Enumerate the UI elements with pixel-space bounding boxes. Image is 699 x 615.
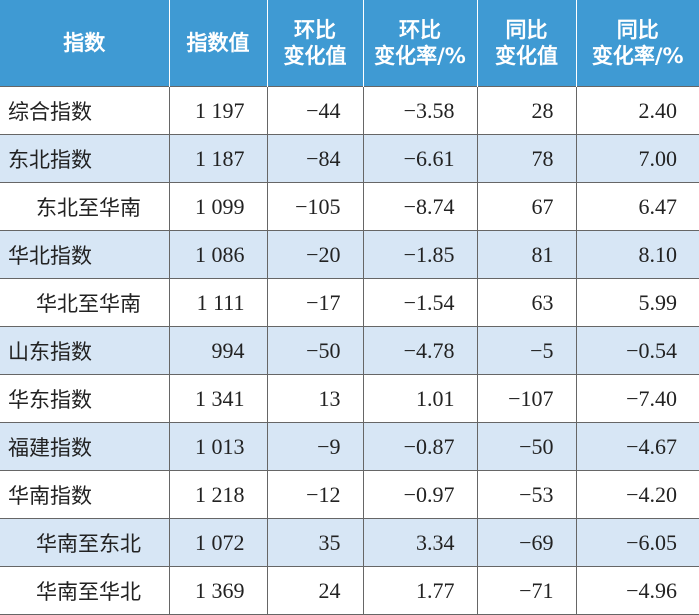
- value-cell: 63: [476, 278, 577, 327]
- value-cell: −107: [476, 374, 577, 423]
- value-cell: −53: [476, 470, 577, 519]
- value-cell: −7.40: [575, 374, 699, 423]
- value-cell: 28: [476, 86, 577, 135]
- value-cell: −4.67: [575, 422, 699, 471]
- header-text: 同比: [505, 18, 548, 42]
- table-row: 综合指数 1 197 −44 −3.58 28 2.40: [0, 86, 699, 135]
- table-body: 综合指数 1 197 −44 −3.58 28 2.40 东北指数 1 187 −84 −6.61…: [0, 86, 699, 615]
- value-cell: −0.87: [362, 422, 478, 471]
- value-cell: −71: [476, 566, 577, 615]
- value-cell: −17: [266, 278, 364, 327]
- value-cell: −4.20: [575, 470, 699, 519]
- value-cell: −84: [266, 134, 364, 183]
- value-cell: 1.77: [362, 566, 478, 615]
- header-text: 指数值: [186, 31, 250, 55]
- value-cell: 1 218: [168, 470, 268, 519]
- table-row: 山东指数 994 −50 −4.78 −5 −0.54: [0, 326, 699, 375]
- header-text: 变化率/%: [591, 44, 684, 68]
- value-cell: −1.85: [362, 230, 478, 279]
- value-cell: −1.54: [362, 278, 478, 327]
- value-cell: 3.34: [362, 518, 478, 567]
- value-cell: −0.97: [362, 470, 478, 519]
- table-row: 华北至华南 1 111 −17 −1.54 63 5.99: [0, 278, 699, 327]
- row-label: 东北至华南: [0, 182, 170, 231]
- value-cell: −20: [266, 230, 364, 279]
- value-cell: −50: [266, 326, 364, 375]
- header-cell: 指数值: [168, 0, 267, 87]
- value-cell: −0.54: [575, 326, 699, 375]
- header-cell: 同比 变化率/%: [575, 0, 699, 87]
- value-cell: −6.05: [575, 518, 699, 567]
- header-text: 变化值: [495, 44, 558, 68]
- value-cell: 1.01: [362, 374, 478, 423]
- value-cell: 1 072: [168, 518, 268, 567]
- header-text: 环比: [399, 18, 441, 42]
- header-cell: 指数: [0, 0, 169, 87]
- header-text: 变化率/%: [374, 44, 466, 68]
- row-label: 综合指数: [0, 86, 170, 135]
- value-cell: 81: [476, 230, 577, 279]
- value-cell: −4.78: [362, 326, 478, 375]
- header-text: 同比: [616, 18, 659, 42]
- value-cell: 1 111: [168, 278, 268, 327]
- table-row: 东北指数 1 187 −84 −6.61 78 7.00: [0, 134, 699, 183]
- value-cell: −44: [266, 86, 364, 135]
- header-cell: 环比 变化率/%: [362, 0, 477, 87]
- table-row: 华东指数 1 341 13 1.01 −107 −7.40: [0, 374, 699, 423]
- value-cell: 78: [476, 134, 577, 183]
- row-label: 华南指数: [0, 470, 170, 519]
- value-cell: 6.47: [575, 182, 699, 231]
- value-cell: −69: [476, 518, 577, 567]
- value-cell: 1 013: [168, 422, 268, 471]
- row-label: 华东指数: [0, 374, 170, 423]
- table-row: 福建指数 1 013 −9 −0.87 −50 −4.67: [0, 422, 699, 471]
- table-row: 华北指数 1 086 −20 −1.85 81 8.10: [0, 230, 699, 279]
- header-text: 指数: [63, 31, 106, 55]
- value-cell: −50: [476, 422, 577, 471]
- table-row: 华南至东北 1 072 35 3.34 −69 −6.05: [0, 518, 699, 567]
- value-cell: 1 099: [168, 182, 268, 231]
- value-cell: 1 197: [168, 86, 268, 135]
- value-cell: −9: [266, 422, 364, 471]
- header-cell: 同比 变化值: [476, 0, 576, 87]
- value-cell: −105: [266, 182, 364, 231]
- value-cell: 5.99: [575, 278, 699, 327]
- value-cell: 1 086: [168, 230, 268, 279]
- value-cell: 67: [476, 182, 577, 231]
- row-label: 华北指数: [0, 230, 170, 279]
- value-cell: 2.40: [575, 86, 699, 135]
- row-label: 华北至华南: [0, 278, 170, 327]
- value-cell: 24: [266, 566, 364, 615]
- header-row: 指数 指数值 环比 变化值 环比 变化率/% 同比 变化值 同比 变化率/%: [0, 0, 699, 87]
- row-label: 华南至华北: [0, 566, 170, 615]
- table-row: 华南指数 1 218 −12 −0.97 −53 −4.20: [0, 470, 699, 519]
- value-cell: 1 369: [168, 566, 268, 615]
- table-row: 东北至华南 1 099 −105 −8.74 67 6.47: [0, 182, 699, 231]
- value-cell: 8.10: [575, 230, 699, 279]
- value-cell: −6.61: [362, 134, 478, 183]
- row-label: 山东指数: [0, 326, 170, 375]
- row-label: 华南至东北: [0, 518, 170, 567]
- value-cell: −12: [266, 470, 364, 519]
- value-cell: 7.00: [575, 134, 699, 183]
- header-text: 环比: [294, 18, 336, 42]
- row-label: 福建指数: [0, 422, 170, 471]
- header-cell: 环比 变化值: [266, 0, 363, 87]
- value-cell: 35: [266, 518, 364, 567]
- table-row: 华南至华北 1 369 24 1.77 −71 −4.96: [0, 566, 699, 615]
- value-cell: −3.58: [362, 86, 478, 135]
- value-cell: 994: [168, 326, 268, 375]
- value-cell: −8.74: [362, 182, 478, 231]
- value-cell: 1 187: [168, 134, 268, 183]
- value-cell: −4.96: [575, 566, 699, 615]
- value-cell: 1 341: [168, 374, 268, 423]
- row-label: 东北指数: [0, 134, 170, 183]
- header-text: 变化值: [283, 44, 347, 68]
- value-cell: −5: [476, 326, 577, 375]
- value-cell: 13: [266, 374, 364, 423]
